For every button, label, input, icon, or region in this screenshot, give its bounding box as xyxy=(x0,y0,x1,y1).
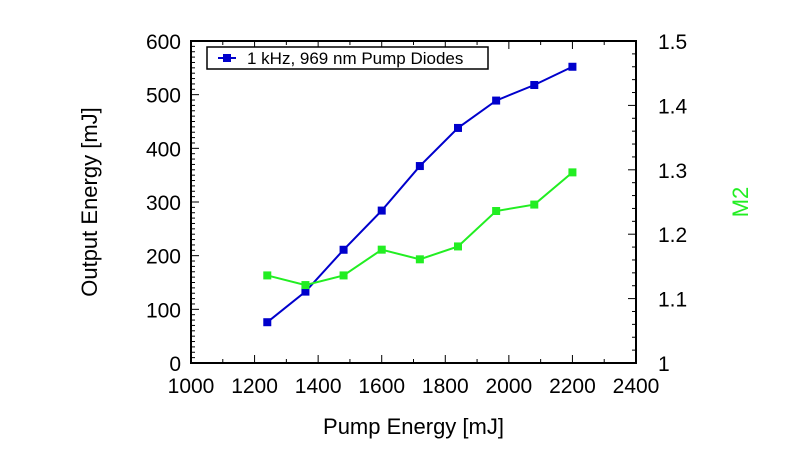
x-tick-label: 1400 xyxy=(295,375,342,398)
data-point-output-energy xyxy=(530,81,539,90)
legend: 1 kHz, 969 nm Pump Diodes xyxy=(206,46,489,70)
y2-tick-label: 1.2 xyxy=(658,224,687,247)
data-point-m2 xyxy=(492,207,501,216)
data-point-output-energy xyxy=(377,206,386,215)
x-tick-label: 2400 xyxy=(613,375,660,398)
data-point-output-energy xyxy=(415,162,424,171)
data-point-m2 xyxy=(301,281,310,290)
y2-tick-label: 1.1 xyxy=(658,289,687,312)
x-tick-label: 2200 xyxy=(549,375,596,398)
data-point-output-energy xyxy=(492,96,501,105)
y-axis-title: Output Energy [mJ] xyxy=(77,107,102,297)
data-point-output-energy xyxy=(568,62,577,71)
data-point-m2 xyxy=(377,245,386,254)
x-axis-title: Pump Energy [mJ] xyxy=(323,414,504,439)
plot-frame xyxy=(190,40,637,364)
ticks-layer: 1000 1200 1400 1600 1800 2000 2200 240001002003… xyxy=(146,31,688,398)
data-point-m2 xyxy=(263,271,272,280)
y2-tick-label: 1.5 xyxy=(658,31,687,54)
y2-tick-label: 1 xyxy=(658,353,670,376)
series-layer xyxy=(263,62,577,327)
data-point-m2 xyxy=(530,200,539,209)
legend-label: 1 kHz, 969 nm Pump Diodes xyxy=(247,49,463,68)
legend-box xyxy=(206,46,489,70)
y-tick-label: 600 xyxy=(146,31,181,54)
x-tick-label: 1800 xyxy=(422,375,469,398)
data-point-output-energy xyxy=(454,123,462,132)
y2-axis-title: M2 xyxy=(728,187,753,218)
series-line-m2 xyxy=(267,171,574,287)
data-point-m2 xyxy=(568,168,577,177)
y2-tick-label: 1.3 xyxy=(658,160,687,183)
x-tick-label: 2000 xyxy=(485,375,532,398)
x-tick-label: 1200 xyxy=(231,375,278,398)
x-tick-label: 1600 xyxy=(358,375,405,398)
y-tick-label: 0 xyxy=(169,353,181,376)
data-point-output-energy xyxy=(301,287,310,296)
y2-tick-label: 1.4 xyxy=(658,95,688,118)
y-tick-label: 300 xyxy=(146,192,181,215)
y-tick-label: 100 xyxy=(146,299,181,322)
x-tick-label: 1000 xyxy=(168,375,215,398)
y-tick-label: 400 xyxy=(146,138,181,161)
data-point-output-energy xyxy=(263,318,272,327)
data-point-m2 xyxy=(415,255,424,264)
y-tick-label: 200 xyxy=(146,246,181,269)
data-point-output-energy xyxy=(339,245,348,254)
data-point-m2 xyxy=(454,242,462,251)
data-point-m2 xyxy=(339,271,348,280)
legend-marker-swatch xyxy=(223,54,231,62)
y-tick-label: 500 xyxy=(146,85,181,108)
